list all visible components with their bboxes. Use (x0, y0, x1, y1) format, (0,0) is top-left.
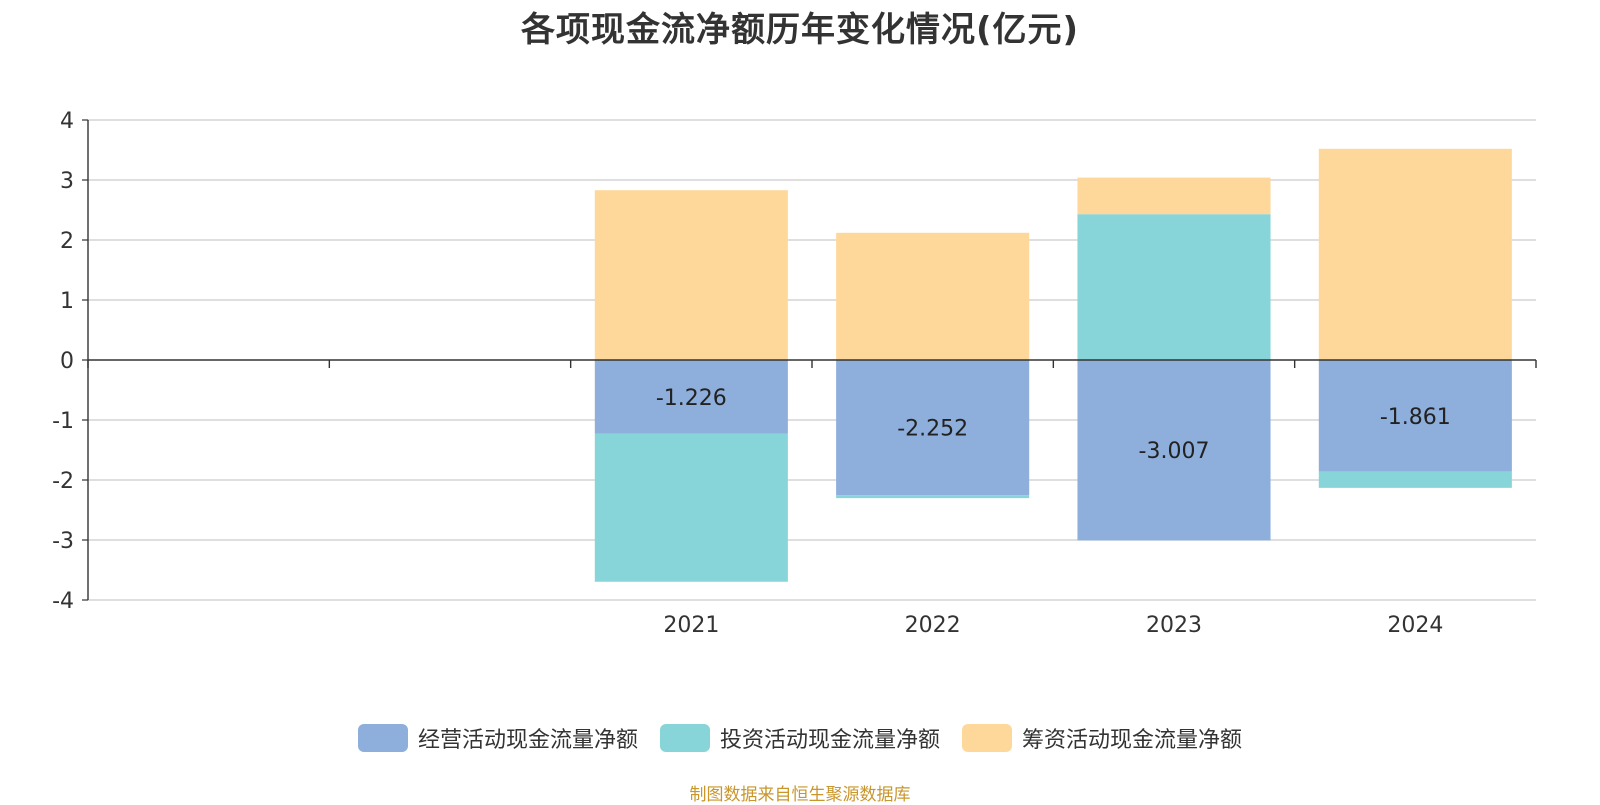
x-tick-label: 2022 (905, 613, 961, 638)
x-tick-label: 2024 (1387, 613, 1443, 638)
chart-title: 各项现金流净额历年变化情况(亿元) (520, 10, 1080, 50)
legend: 经营活动现金流量净额 投资活动现金流量净额 筹资活动现金流量净额 (0, 722, 1600, 754)
data-label: -3.007 (1139, 439, 1210, 464)
legend-swatch-investing (659, 724, 710, 752)
bar-segment (594, 433, 788, 582)
legend-item-financing[interactable]: 筹资活动现金流量净额 (962, 722, 1242, 754)
legend-label-financing: 筹资活动现金流量净额 (1022, 728, 1243, 753)
bar-segment (1318, 471, 1512, 488)
legend-label-operating: 经营活动现金流量净额 (417, 728, 638, 753)
bar-segment (836, 232, 1030, 360)
bar-segment (1077, 177, 1271, 215)
bar-segment (594, 190, 788, 360)
y-tick-label: -2 (52, 469, 74, 494)
legend-swatch-operating (357, 724, 408, 752)
y-tick-label: 4 (60, 109, 74, 134)
bar-segment (1077, 360, 1271, 541)
y-tick-label: 0 (60, 349, 74, 374)
x-tick-label: 2023 (1146, 613, 1202, 638)
source-note: 制图数据来自恒生聚源数据库 (689, 785, 911, 805)
y-tick-label: 1 (60, 289, 74, 314)
legend-label-investing: 投资活动现金流量净额 (719, 728, 940, 753)
bar-segment (1318, 148, 1512, 360)
legend-item-operating[interactable]: 经营活动现金流量净额 (357, 722, 638, 754)
bar-segment (836, 495, 1030, 499)
y-tick-label: 2 (60, 229, 74, 254)
legend-swatch-financing (962, 724, 1012, 752)
x-tick-label: 2021 (663, 613, 719, 638)
bar-segment (1077, 214, 1271, 360)
y-tick-label: -1 (52, 409, 74, 434)
y-tick-label: -3 (52, 529, 74, 554)
bar-segment (1318, 360, 1512, 472)
legend-item-investing[interactable]: 投资活动现金流量净额 (659, 722, 940, 754)
data-label: -1.226 (656, 386, 727, 411)
y-tick-label: 3 (60, 169, 74, 194)
bar-segment (594, 360, 788, 434)
data-label: -2.252 (897, 417, 968, 442)
y-tick-label: -4 (52, 589, 74, 614)
bar-segment (836, 360, 1030, 496)
data-label: -1.861 (1380, 405, 1451, 430)
